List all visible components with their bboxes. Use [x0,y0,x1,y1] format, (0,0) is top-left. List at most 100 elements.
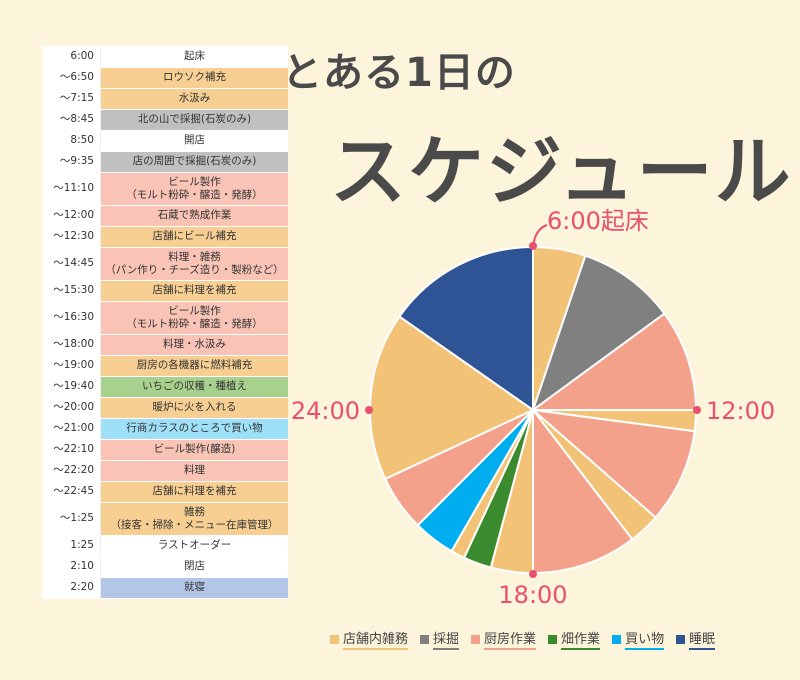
schedule-activity: 北の山で採掘(石炭のみ) [100,109,288,131]
schedule-row: 2:20 就寝 [42,577,288,599]
schedule-time: ～6:50 [42,67,101,89]
legend-item: 買い物 [612,628,665,650]
chart-legend: 店舗内雑務 採掘 厨房作業 畑作業 買い物 睡眠 [330,628,716,650]
schedule-row: ～12:30 店舗にビール補充 [42,226,288,248]
schedule-time: ～22:20 [42,460,101,482]
schedule-time: ～11:10 [42,172,101,206]
schedule-time: ～19:40 [42,376,101,398]
schedule-row: ～11:10 ビール製作 （モルト粉砕・醸造・発酵） [42,172,288,206]
schedule-time: ～14:45 [42,247,101,281]
schedule-time: ～7:15 [42,88,101,110]
schedule-activity: 開店 [100,130,288,152]
clock-label-18: 18:00 [498,581,567,609]
pie-slice [369,315,535,481]
schedule-activity: 店舗に料理を補充 [100,280,288,302]
schedule-time: 1:25 [42,535,101,557]
schedule-activity: 料理・雑務 （パン作り・チーズ造り・製粉など） [100,247,288,281]
schedule-row: ～1:25 雑務 （接客・掃除・メニュー在庫管理） [42,502,288,536]
legend-swatch [548,634,558,644]
schedule-activity: ビール製作 （モルト粉砕・醸造・発酵） [100,172,288,206]
clock-marker-24 [365,406,373,414]
pie-slice [529,408,696,519]
schedule-row: ～22:10 ビール製作(醸造) [42,439,288,461]
schedule-row: ～19:40 いちごの収穫・種植え [42,376,288,398]
schedule-time: 8:50 [42,130,101,152]
legend-item: 睡眠 [676,628,716,650]
schedule-activity: 水汲み [100,88,288,110]
schedule-row: 2:10 閉店 [42,556,288,578]
schedule-time: 6:00 [42,46,101,68]
schedule-row: ～15:30 店舗に料理を補充 [42,280,288,302]
schedule-activity: 厨房の各機器に燃料補充 [100,355,288,377]
schedule-row: ～22:45 店舗に料理を補充 [42,481,288,503]
schedule-time: ～12:00 [42,205,101,227]
legend-swatch [676,634,686,644]
schedule-row: 1:25 ラストオーダー [42,535,288,557]
schedule-row: ～8:45 北の山で採掘(石炭のみ) [42,109,288,131]
clock-marker-18 [529,570,537,578]
pie-slice [398,245,534,412]
schedule-row: ～20:00 暖炉に火を入れる [42,397,288,419]
schedule-activity: ビール製作 （モルト粉砕・醸造・発酵） [100,301,288,335]
schedule-pie-chart: 6:00起床 12:00 18:00 24:00 [291,207,775,609]
schedule-activity: 行商カラスのところで買い物 [100,418,288,440]
clock-label-24: 24:00 [291,397,360,425]
legend-item: 店舗内雑務 [330,628,409,650]
legend-swatch [471,634,481,644]
legend-swatch [330,634,339,644]
pie-slice [531,254,666,413]
schedule-row: ～9:35 店の周囲で採掘(石炭のみ) [42,151,288,173]
schedule-activity: ロウソク補充 [100,67,288,89]
schedule-time: ～18:00 [42,334,101,356]
schedule-time: 2:10 [42,556,101,578]
schedule-time: ～1:25 [42,502,101,536]
schedule-row: ～7:15 水汲み [42,88,288,110]
legend-item: 採掘 [420,628,460,650]
schedule-activity: 暖炉に火を入れる [100,397,288,419]
pie-slice [532,407,634,575]
start-leader-line [532,224,548,248]
schedule-activity: いちごの収穫・種植え [100,376,288,398]
schedule-time: ～22:10 [42,439,101,461]
schedule-table: 6:00 起床 ～6:50 ロウソク補充 ～7:15 水汲み ～8:45 北の山で採掘(石炭の… [42,46,288,599]
schedule-time: ～20:00 [42,397,101,419]
legend-item: 畑作業 [548,628,601,650]
schedule-activity: 石蔵で熟成作業 [100,205,288,227]
legend-label: 畑作業 [561,628,601,650]
schedule-time: ～12:30 [42,226,101,248]
schedule-activity: 料理 [100,460,288,482]
schedule-row: ～16:30 ビール製作 （モルト粉砕・醸造・発酵） [42,301,288,335]
schedule-row: ～6:50 ロウソク補充 [42,67,288,89]
schedule-row: ～14:45 料理・雑務 （パン作り・チーズ造り・製粉など） [42,247,288,281]
schedule-time: ～22:45 [42,481,101,503]
schedule-activity: ビール製作(醸造) [100,439,288,461]
legend-item: 厨房作業 [471,628,537,650]
schedule-activity: 雑務 （接客・掃除・メニュー在庫管理） [100,502,288,536]
start-label: 6:00起床 [547,207,649,235]
clock-marker-12 [693,406,701,414]
schedule-activity: 閉店 [100,556,288,578]
schedule-row: 6:00 起床 [42,46,288,68]
schedule-activity: 就寝 [100,577,288,599]
legend-label: 買い物 [625,628,665,650]
schedule-row: 8:50 開店 [42,130,288,152]
legend-swatch [612,634,622,644]
schedule-time: ～8:45 [42,109,101,131]
clock-label-12: 12:00 [706,397,775,425]
schedule-activity: 店の周囲で採掘(石炭のみ) [100,151,288,173]
legend-label: 厨房作業 [484,628,537,650]
schedule-row: ～12:00 石蔵で熟成作業 [42,205,288,227]
title-line2: スケジュール [330,127,793,216]
schedule-row: ～18:00 料理・水汲み [42,334,288,356]
schedule-time: 2:20 [42,577,101,599]
schedule-activity: ラストオーダー [100,535,288,557]
schedule-activity: 料理・水汲み [100,334,288,356]
legend-label: 店舗内雑務 [343,628,409,650]
schedule-time: ～15:30 [42,280,101,302]
schedule-time: ～16:30 [42,301,101,335]
schedule-row: ～19:00 厨房の各機器に燃料補充 [42,355,288,377]
schedule-time: ～21:00 [42,418,101,440]
title-line1: とある1日の [282,50,516,96]
legend-label: 採掘 [433,628,460,650]
schedule-row: ～22:20 料理 [42,460,288,482]
